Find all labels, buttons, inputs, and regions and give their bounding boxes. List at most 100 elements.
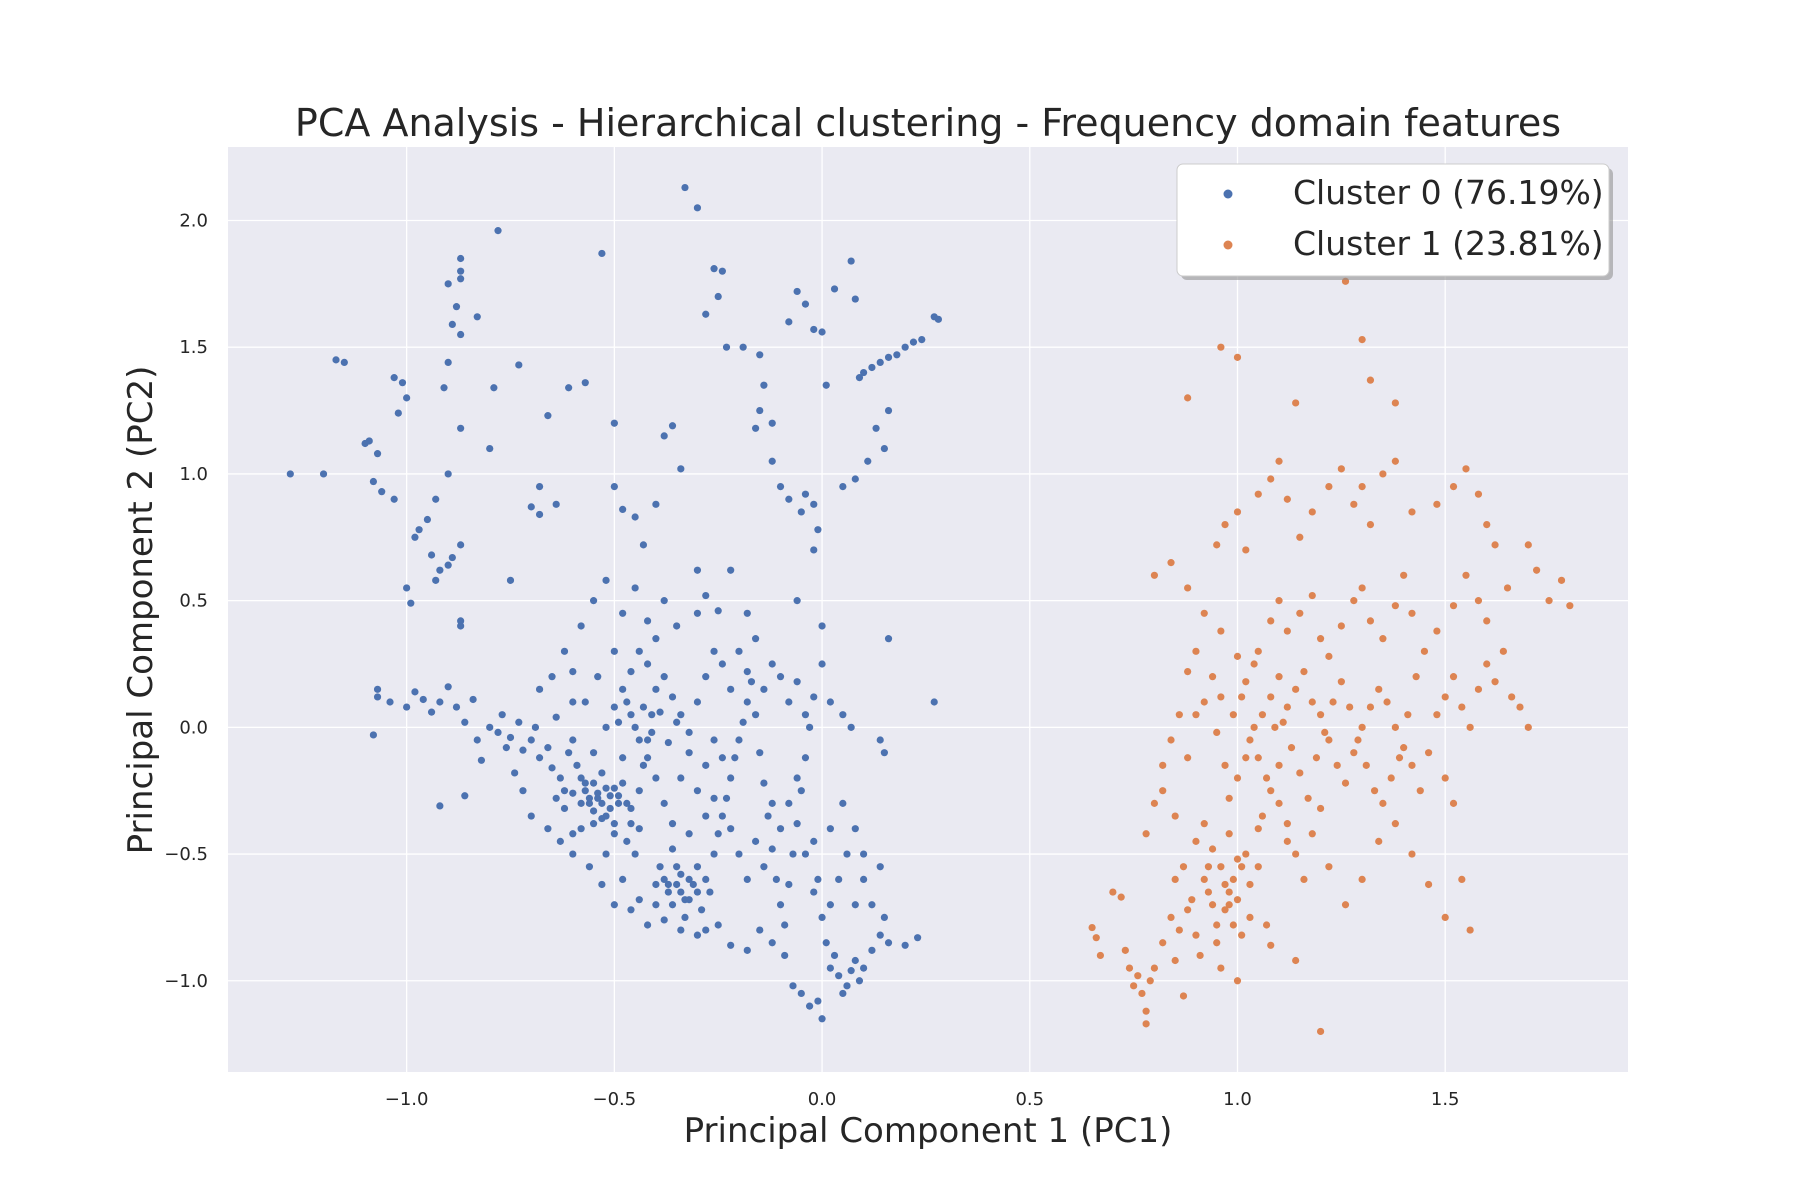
cluster-0-point [498,711,506,719]
cluster-1-point [1221,521,1229,529]
cluster-0-point [515,718,523,726]
cluster-1-point [1204,863,1213,871]
cluster-1-point [1275,673,1283,681]
cluster-1-point [1221,906,1229,914]
cluster-0-point [473,736,481,744]
cluster-0-point [552,500,560,508]
cluster-1-point [1242,850,1250,858]
cluster-0-point [506,733,515,742]
cluster-0-point [677,711,685,719]
cluster-0-point [598,799,606,807]
cluster-0-point [818,622,826,630]
cluster-1-point [1142,830,1150,838]
y-tick-label: 1.5 [179,337,208,358]
cluster-0-point [743,698,751,706]
cluster-1-point [1233,977,1242,985]
cluster-0-point [760,381,768,389]
cluster-0-point [656,863,664,871]
cluster-0-point [373,450,382,458]
cluster-0-point [444,470,452,478]
cluster-1-point [1283,703,1291,711]
cluster-0-point [718,267,726,275]
cluster-1-point [1296,609,1304,617]
cluster-0-point [710,736,718,744]
cluster-0-point [781,951,789,960]
cluster-1-point [1192,931,1200,939]
cluster-1-point [1287,744,1296,752]
cluster-1-point [1171,956,1179,965]
cluster-0-point [448,320,456,328]
cluster-1-point [1408,850,1416,858]
x-tick-label: 0.0 [808,1089,837,1110]
cluster-0-point [801,490,810,498]
cluster-1-point [1150,964,1159,972]
cluster-0-point [610,419,618,427]
cluster-1-point [1300,667,1308,676]
cluster-0-point [660,673,668,681]
cluster-0-point [839,989,847,998]
cluster-0-point [739,343,747,351]
cluster-1-point [1229,921,1237,929]
cluster-0-point [810,693,818,701]
cluster-1-point [1292,956,1300,965]
cluster-0-point [735,647,743,655]
cluster-0-point [444,280,452,288]
cluster-0-point [552,713,560,721]
cluster-1-point [1325,736,1333,744]
cluster-0-point [764,812,772,820]
cluster-0-point [340,358,348,367]
cluster-1-point [1242,754,1250,762]
cluster-1-point [1159,939,1167,947]
cluster-0-point [457,541,465,549]
cluster-0-point [743,875,751,883]
cluster-0-point [502,744,510,752]
cluster-1-point [1233,652,1242,660]
cluster-1-point [1395,754,1404,762]
cluster-0-point [743,946,751,954]
cluster-0-point [648,728,656,737]
cluster-0-point [652,880,660,889]
cluster-0-point [407,599,415,607]
cluster-1-point [1300,875,1308,883]
cluster-0-point [610,830,618,838]
cluster-1-point [1557,576,1566,584]
cluster-0-point [751,711,760,719]
cluster-1-point [1200,609,1208,617]
cluster-0-point [403,584,411,592]
cluster-0-point [560,804,569,813]
cluster-0-point [560,647,569,655]
cluster-0-point [452,703,461,711]
cluster-0-point [535,510,544,519]
cluster-0-point [569,698,577,706]
cluster-0-point [934,315,942,323]
cluster-0-point [851,956,859,965]
cluster-0-point [411,533,419,541]
cluster-1-point [1117,893,1125,901]
cluster-0-point [743,609,751,617]
cluster-1-point [1354,736,1362,744]
cluster-1-point [1362,761,1370,769]
cluster-0-point [685,875,693,883]
cluster-0-point [565,749,573,757]
cluster-0-point [461,718,469,726]
tick-labels: −1.0 −0.5 0.0 0.5 1.0 1.5 −1.0 −0.5 0.0 0.5 1.0 1.5… [164,210,1459,1110]
cluster-1-point [1379,470,1387,478]
cluster-0-point [398,379,407,387]
cluster-0-point [477,756,486,764]
cluster-0-point [901,941,909,949]
cluster-1-point [1308,591,1316,600]
cluster-0-point [602,723,610,731]
cluster-0-point [589,597,598,605]
cluster-1-point [1217,343,1225,351]
cluster-0-point [594,673,602,681]
cluster-0-point [660,432,668,440]
cluster-0-point [627,820,635,828]
cluster-0-point [457,254,465,263]
cluster-1-point [1213,939,1221,947]
cluster-0-point [614,799,623,807]
cluster-0-point [685,830,693,838]
cluster-0-point [560,787,569,795]
cluster-1-point [1337,622,1345,630]
cluster-0-point [581,787,589,795]
cluster-1-point [1404,711,1412,719]
